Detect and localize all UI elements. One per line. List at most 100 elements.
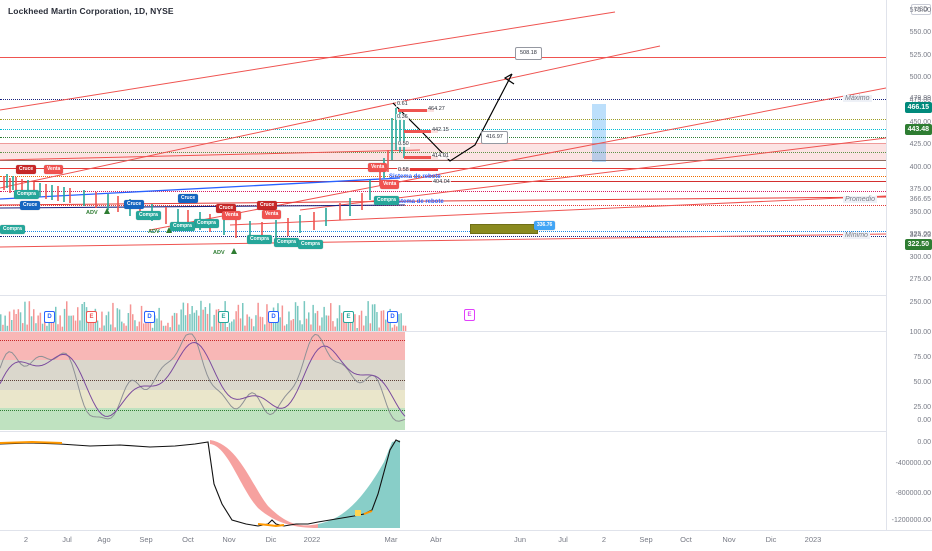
trade-tag-cruce[interactable]: Cruce: [178, 194, 199, 203]
supply-block-1: [398, 109, 434, 112]
price-badge[interactable]: 466.15: [904, 102, 932, 113]
trade-tag-compra[interactable]: Compra: [170, 222, 195, 231]
trade-tag-compra[interactable]: Compra: [247, 235, 272, 244]
volume-marker-dividend[interactable]: D: [144, 311, 155, 323]
named-level-label: Mínimo: [843, 232, 870, 239]
adv-arrow-icon: [166, 227, 172, 233]
rsi-tick: 75.00: [913, 354, 931, 361]
adv-arrow-icon: [104, 208, 110, 214]
macd-tick: 0.00: [917, 439, 931, 446]
pane-divider: [0, 331, 886, 332]
named-level-value: 479.99: [909, 95, 931, 102]
volume-marker-dividend[interactable]: D: [268, 311, 279, 323]
named-level-value: 324.23: [909, 232, 931, 239]
time-tick: Sep: [639, 535, 653, 544]
adv-arrow-icon: [231, 248, 237, 254]
time-tick: Dic: [765, 535, 777, 544]
price-tick: 500.00: [909, 74, 931, 81]
fib-ratio-label: 0.50: [397, 141, 410, 147]
volume-marker-earnings[interactable]: E: [343, 311, 354, 323]
time-tick: 2023: [804, 535, 822, 544]
price-badge[interactable]: 443.48: [904, 124, 932, 135]
trade-tag-cruce[interactable]: Cruce: [216, 204, 237, 213]
price-label: 414.01: [431, 153, 450, 159]
time-tick: Jul: [558, 535, 568, 544]
volume-marker-earnings[interactable]: E: [218, 311, 229, 323]
rsi-tick: 100.00: [909, 329, 931, 336]
volume-pane[interactable]: D E D E D E D E: [0, 296, 886, 332]
rsi-tick: 25.00: [913, 404, 931, 411]
time-tick: Oct: [680, 535, 692, 544]
time-tick: 2022: [303, 535, 321, 544]
price-tick: 275.00: [909, 276, 931, 283]
trade-tag-compra[interactable]: Compra: [14, 190, 39, 199]
time-tick: Ago: [97, 535, 111, 544]
rsi-tick: 0.00: [917, 417, 931, 424]
fib-ratio-label: 0.36: [396, 114, 409, 120]
level-dotted-red-avg: [0, 205, 886, 206]
level-dotted-olive: [0, 119, 886, 120]
named-level-value: 366.65: [909, 196, 931, 203]
currency-badge[interactable]: USD: [911, 4, 931, 15]
price-tick: 425.00: [909, 141, 931, 148]
olive-box-label: 336.76: [534, 221, 556, 230]
trade-tag-compra[interactable]: Compra: [194, 219, 219, 228]
trade-tag-cruce[interactable]: Cruce: [124, 200, 145, 209]
price-pane[interactable]: 464.27 442.15 414.01 404.04 0.36 0.50 0.…: [0, 0, 886, 296]
macd-tick: -400000.00: [895, 460, 931, 467]
rsi-pane[interactable]: [0, 332, 886, 432]
trade-tag-compra[interactable]: Compra: [298, 240, 323, 249]
pane-divider: [0, 431, 886, 432]
price-tick: 450.00: [909, 119, 931, 126]
level-dotted-green-443: [0, 137, 886, 138]
trade-tag-cruce[interactable]: Cruce: [20, 201, 41, 210]
level-dotted-orange: [0, 176, 886, 177]
price-tick: 475.00: [909, 97, 931, 104]
macd-tick: -1200000.00: [891, 517, 931, 524]
trade-tag-cruce[interactable]: Cruce: [16, 165, 37, 174]
trade-tag-compra[interactable]: Compra: [374, 196, 399, 205]
volume-marker-earnings[interactable]: E: [464, 309, 475, 321]
candlestick-series: [3, 108, 405, 241]
trade-tag-compra[interactable]: Compra: [0, 225, 25, 234]
price-tick: 525.00: [909, 52, 931, 59]
price-tick: 300.00: [909, 254, 931, 261]
volume-marker-earnings[interactable]: E: [86, 311, 97, 323]
price-axis[interactable]: USD 575.00 550.00 525.00 500.00 475.00 450.00…: [843, 0, 932, 530]
trade-tag-cruce[interactable]: Cruce: [257, 201, 278, 210]
level-solid-red-top: [0, 57, 886, 58]
time-tick: Nov: [222, 535, 236, 544]
time-tick: 2: [23, 535, 29, 544]
macd-pane[interactable]: [0, 432, 886, 530]
volume-marker-dividend[interactable]: D: [387, 311, 398, 323]
time-axis[interactable]: 2 Jul Ago Sep Oct Nov Dic 2022 Mar Abr Jun Jul 2 Sep O…: [0, 530, 932, 551]
trade-tag-compra[interactable]: Compra: [136, 211, 161, 220]
level-dotted-navy: [0, 99, 886, 100]
level-dotted-magenta: [0, 191, 886, 192]
price-tick: 375.00: [909, 186, 931, 193]
trade-tag-venta[interactable]: Venta: [380, 180, 400, 189]
trade-tag-venta[interactable]: Venta: [222, 211, 242, 220]
time-tick: Nov: [722, 535, 736, 544]
volume-marker-dividend[interactable]: D: [44, 311, 55, 323]
zone-blue-highlight: [592, 104, 606, 162]
fib-ratio-label: 0.61: [396, 101, 409, 107]
time-tick: Jul: [62, 535, 72, 544]
rsi-line: [0, 333, 406, 422]
macd-tick: -800000.00: [895, 490, 931, 497]
time-tick: Abr: [430, 535, 442, 544]
callout-target-high[interactable]: 508.18: [515, 47, 542, 60]
level-solid-red-168: [0, 168, 886, 169]
price-tick: 400.00: [909, 164, 931, 171]
supply-block-4: [398, 168, 438, 171]
trade-tag-venta[interactable]: Venta: [368, 163, 388, 172]
trade-tag-venta[interactable]: Venta: [44, 165, 64, 174]
supply-block-3: [404, 156, 438, 159]
trade-tag-compra[interactable]: Compra: [274, 238, 299, 247]
adv-marker: ADV: [148, 229, 160, 235]
price-badge[interactable]: 322.50: [904, 239, 932, 250]
level-dotted-blue-337: [0, 231, 886, 232]
rsi-mid-band: [0, 390, 405, 408]
trade-tag-venta[interactable]: Venta: [262, 210, 282, 219]
callout-target-mid[interactable]: 416.97: [481, 131, 508, 144]
